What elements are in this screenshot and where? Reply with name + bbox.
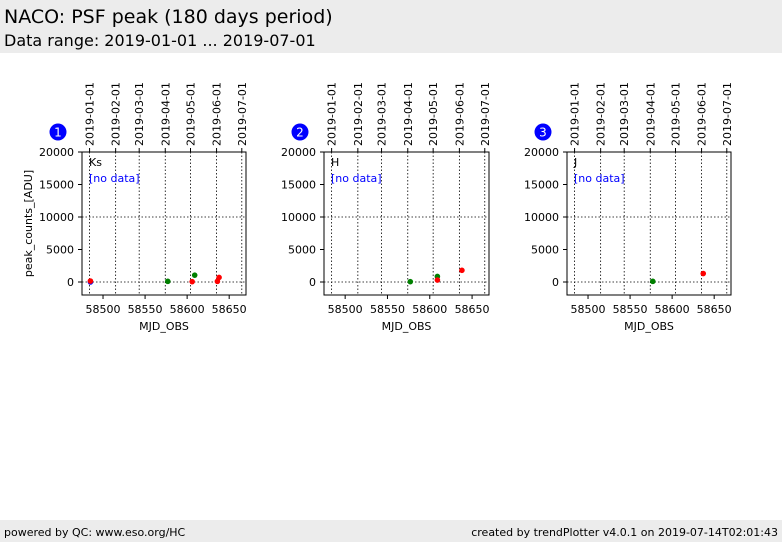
x-tick-label: 58500 — [571, 303, 606, 316]
x-tick-label: 58600 — [412, 303, 447, 316]
y-tick-label: 0 — [309, 276, 316, 289]
top-tick-label: 2019-04-01 — [644, 82, 657, 146]
top-tick-label: 2019-02-01 — [110, 82, 123, 146]
chart-badge-label: 2 — [296, 126, 304, 140]
x-tick-label: 58550 — [613, 303, 648, 316]
data-point — [649, 278, 656, 285]
x-tick-label: 58600 — [170, 303, 205, 316]
top-tick-label: 2019-05-01 — [184, 82, 197, 146]
top-tick-label: 2019-07-01 — [721, 82, 734, 146]
x-tick-label: 58500 — [86, 303, 121, 316]
data-point — [459, 267, 465, 274]
data-point — [191, 272, 198, 278]
y-tick-label: 5000 — [531, 244, 559, 257]
y-tick-label: 15000 — [281, 179, 316, 192]
band-label: H — [331, 156, 339, 169]
y-tick-label: 5000 — [46, 244, 74, 257]
page-subtitle: Data range: 2019-01-01 ... 2019-07-01 — [4, 31, 316, 50]
chart-badge — [534, 123, 552, 141]
top-tick-label: 2019-03-01 — [133, 82, 146, 146]
chart-badge-label: 3 — [539, 126, 547, 140]
band-label: Ks — [89, 156, 102, 169]
y-tick-label: 0 — [67, 276, 74, 289]
x-axis-label: MJD_OBS — [139, 320, 189, 333]
top-tick-label: 2019-04-01 — [159, 82, 172, 146]
top-tick-label: 2019-02-01 — [595, 82, 608, 146]
top-tick-label: 2019-04-01 — [402, 82, 415, 146]
footer-credit: powered by QC: www.eso.org/HC — [4, 526, 186, 539]
x-tick-label: 58550 — [128, 303, 163, 316]
y-tick-label: 15000 — [524, 179, 559, 192]
data-point — [87, 278, 94, 284]
y-tick-label: 10000 — [281, 211, 316, 224]
top-tick-label: 2019-06-01 — [211, 82, 224, 146]
top-tick-label: 2019-06-01 — [696, 82, 709, 146]
footer-created: created by trendPlotter v4.0.1 on 2019-0… — [471, 526, 778, 539]
top-tick-label: 2019-01-01 — [326, 82, 339, 146]
chart-badge — [49, 123, 67, 141]
x-tick-label: 58600 — [655, 303, 690, 316]
footer-band: powered by QC: www.eso.org/HC created by… — [0, 520, 782, 542]
x-tick-label: 58500 — [328, 303, 363, 316]
data-point — [164, 278, 171, 285]
y-tick-label: 20000 — [524, 146, 559, 159]
x-tick-label: 58650 — [212, 303, 247, 316]
top-tick-label: 2019-07-01 — [236, 82, 249, 146]
top-tick-label: 2019-01-01 — [84, 82, 97, 146]
no-data-label: [no data] — [574, 172, 625, 185]
plot-frame — [323, 151, 490, 296]
x-axis-label: MJD_OBS — [382, 320, 432, 333]
plot-frame — [81, 151, 247, 296]
y-tick-label: 5000 — [288, 244, 316, 257]
y-tick-label: 15000 — [39, 179, 74, 192]
top-tick-label: 2019-05-01 — [427, 82, 440, 146]
x-axis-label: MJD_OBS — [624, 320, 674, 333]
top-tick-label: 2019-02-01 — [352, 82, 365, 146]
plot-frame — [566, 151, 732, 296]
top-tick-label: 2019-07-01 — [479, 82, 492, 146]
y-tick-label: 0 — [552, 276, 559, 289]
data-point — [407, 278, 414, 285]
top-tick-label: 2019-05-01 — [669, 82, 682, 146]
y-tick-label: 20000 — [281, 146, 316, 159]
chart-badge-label: 1 — [54, 126, 62, 140]
y-tick-label: 10000 — [39, 211, 74, 224]
top-tick-label: 2019-03-01 — [376, 82, 389, 146]
top-tick-label: 2019-01-01 — [569, 82, 582, 146]
x-tick-label: 58550 — [370, 303, 405, 316]
no-data-label: [no data] — [331, 172, 382, 185]
no-data-label: [no data] — [89, 172, 140, 185]
data-point — [189, 278, 195, 285]
y-axis-label: peak_counts_[ADU] — [22, 170, 35, 277]
band-label: J — [573, 156, 577, 169]
y-tick-label: 10000 — [524, 211, 559, 224]
y-tick-label: 20000 — [39, 146, 74, 159]
data-point — [216, 274, 222, 281]
data-point — [700, 270, 707, 277]
top-tick-label: 2019-03-01 — [618, 82, 631, 146]
chart-badge — [291, 123, 309, 141]
x-tick-label: 58650 — [455, 303, 490, 316]
top-tick-label: 2019-06-01 — [453, 82, 466, 146]
data-point — [434, 277, 441, 283]
x-tick-label: 58650 — [697, 303, 732, 316]
header-band: NACO: PSF peak (180 days period) Data ra… — [0, 0, 782, 53]
page-title: NACO: PSF peak (180 days period) — [4, 6, 333, 28]
